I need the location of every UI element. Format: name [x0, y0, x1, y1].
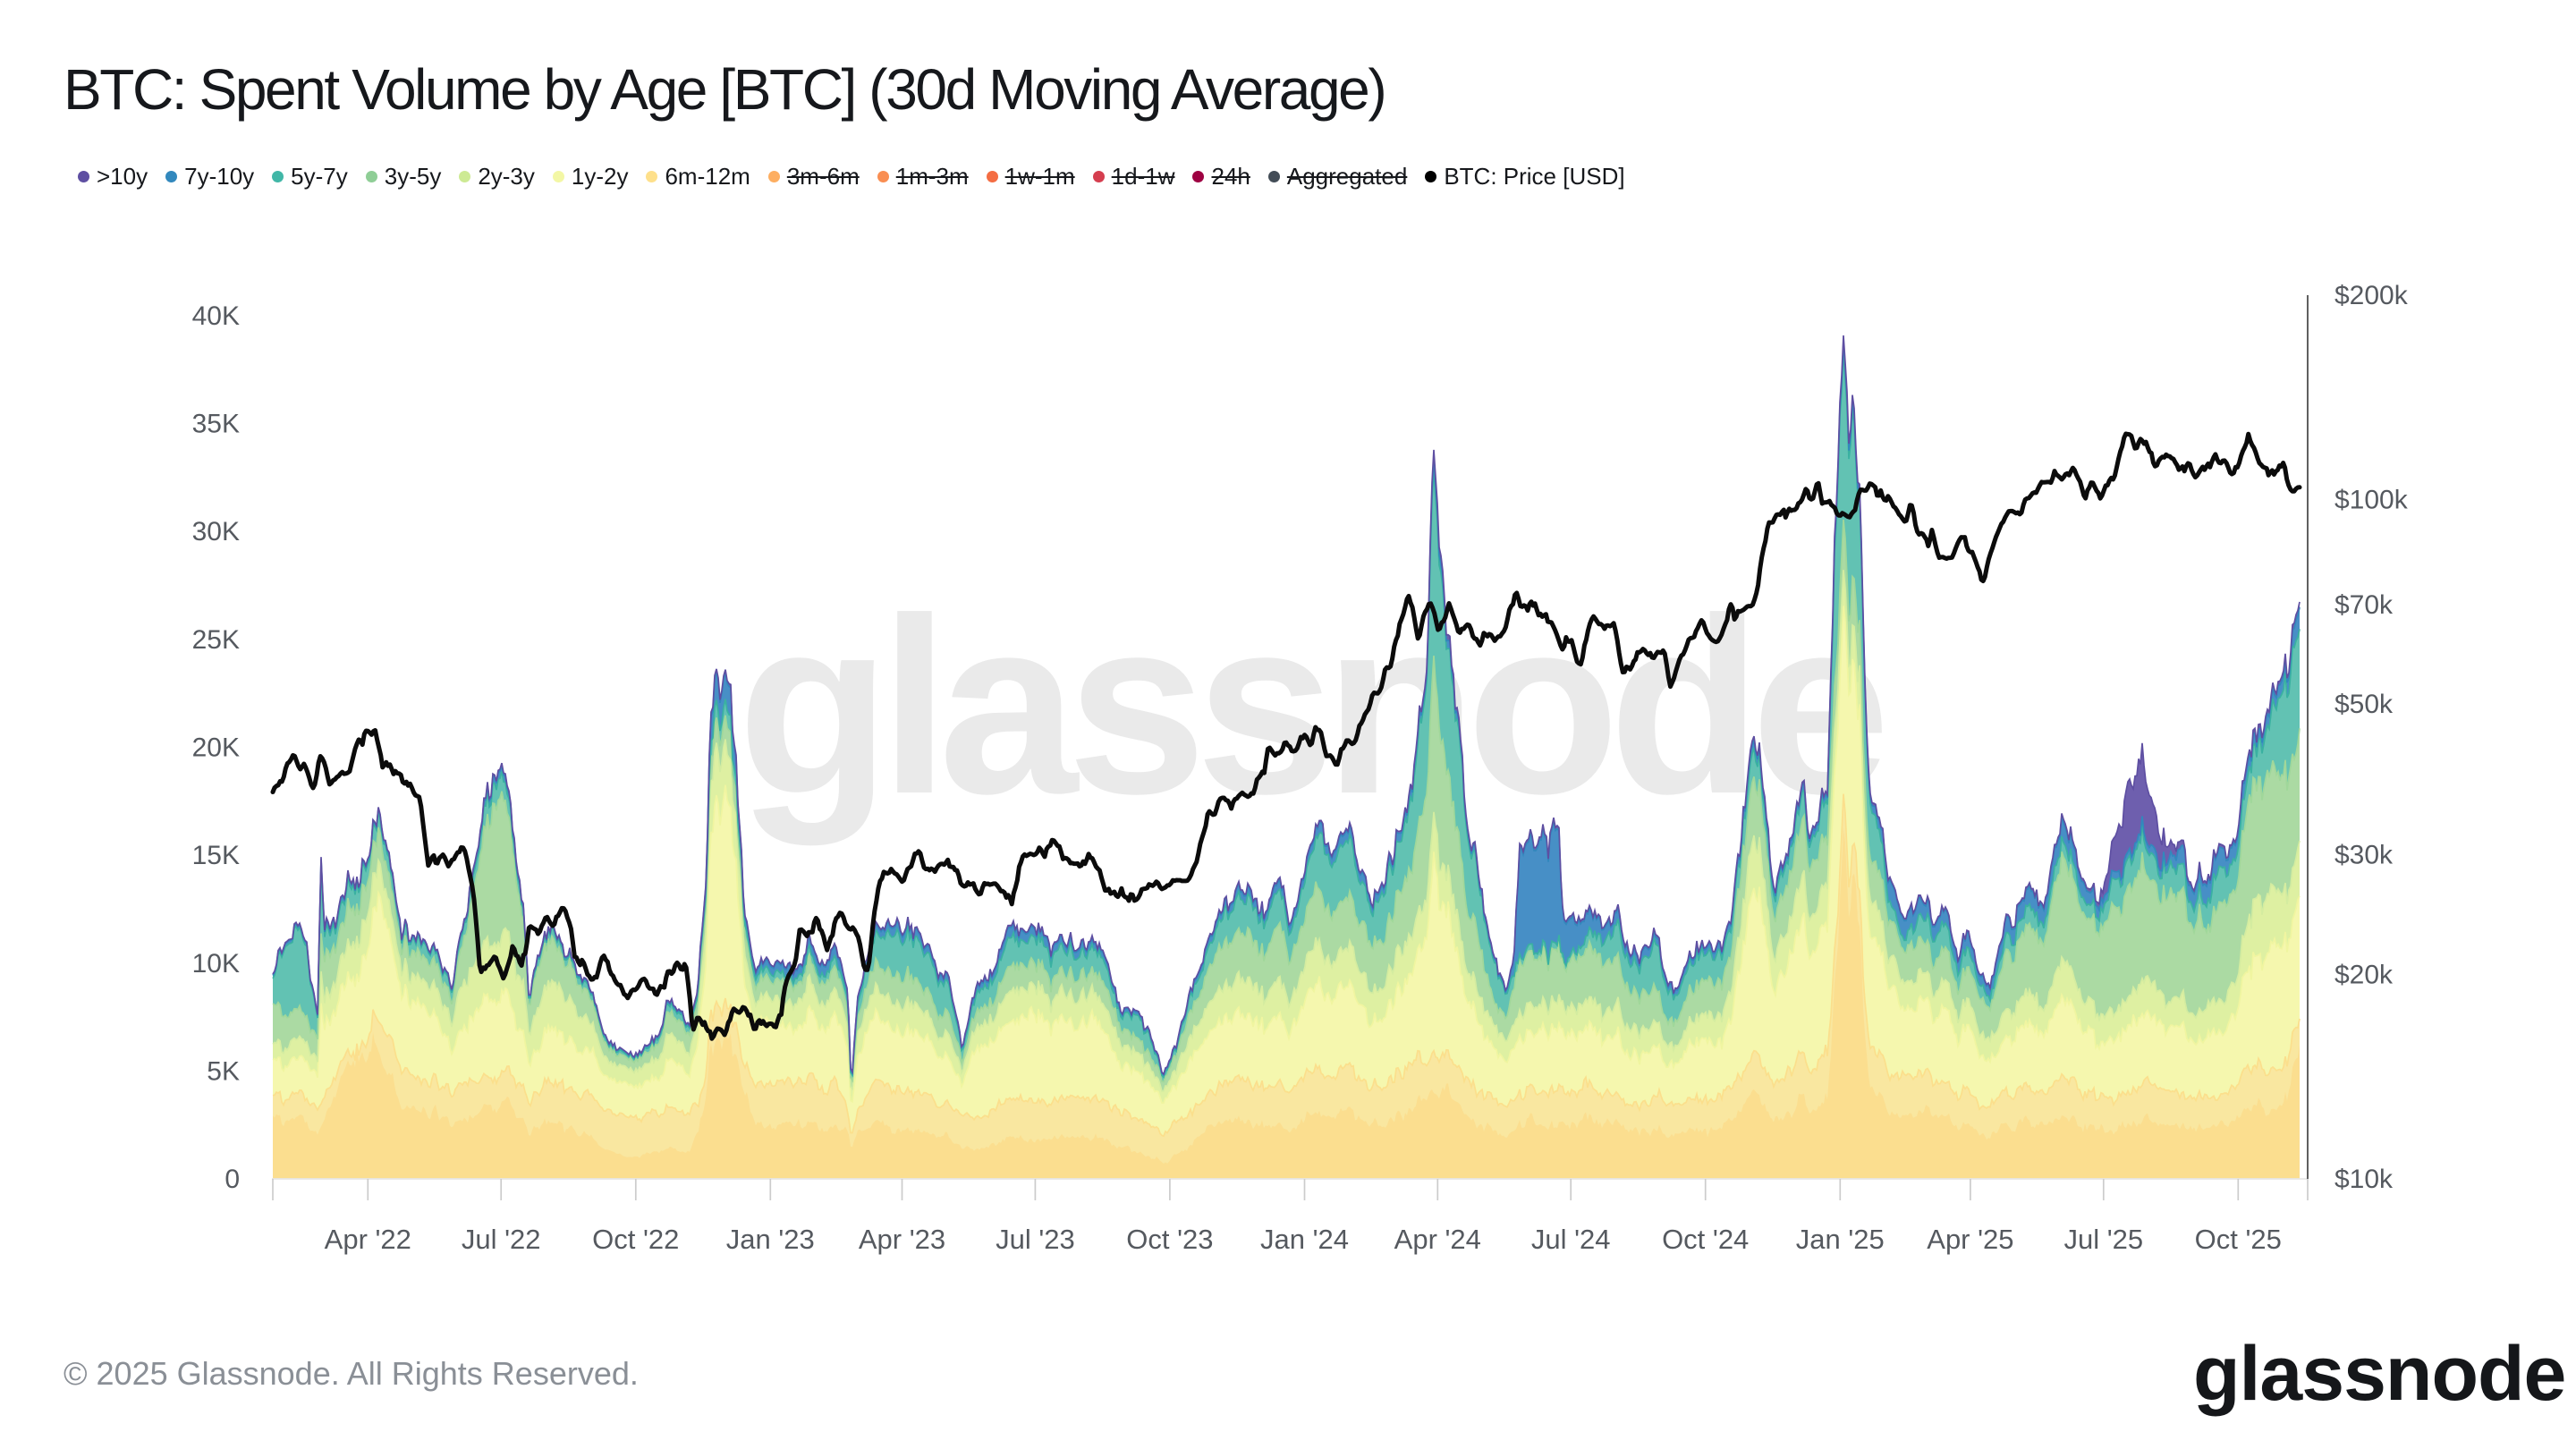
- svg-text:glassnode: glassnode: [738, 567, 1885, 847]
- svg-text:Apr '25: Apr '25: [1927, 1224, 2013, 1255]
- svg-text:40K: 40K: [192, 301, 240, 331]
- svg-text:Jul '25: Jul '25: [2063, 1224, 2143, 1255]
- svg-text:Apr '23: Apr '23: [859, 1224, 945, 1255]
- svg-text:15K: 15K: [192, 841, 240, 870]
- svg-text:0: 0: [225, 1165, 240, 1194]
- svg-text:$200k: $200k: [2334, 281, 2409, 310]
- svg-text:Apr '22: Apr '22: [325, 1224, 411, 1255]
- svg-text:$50k: $50k: [2334, 690, 2394, 719]
- svg-text:$30k: $30k: [2334, 841, 2394, 870]
- svg-text:10K: 10K: [192, 949, 240, 979]
- svg-text:$20k: $20k: [2334, 960, 2394, 989]
- svg-text:30K: 30K: [192, 517, 240, 547]
- svg-text:Jul '22: Jul '22: [462, 1224, 541, 1255]
- svg-text:Jul '24: Jul '24: [1531, 1224, 1611, 1255]
- svg-text:Oct '23: Oct '23: [1126, 1224, 1213, 1255]
- svg-text:Oct '22: Oct '22: [592, 1224, 679, 1255]
- svg-text:Jan '23: Jan '23: [726, 1224, 815, 1255]
- svg-text:Jan '25: Jan '25: [1796, 1224, 1885, 1255]
- svg-text:$10k: $10k: [2334, 1165, 2394, 1194]
- svg-text:25K: 25K: [192, 625, 240, 655]
- svg-text:Apr '24: Apr '24: [1394, 1224, 1481, 1255]
- svg-text:$70k: $70k: [2334, 590, 2394, 620]
- svg-text:$100k: $100k: [2334, 486, 2409, 515]
- svg-text:20K: 20K: [192, 733, 240, 763]
- svg-text:5K: 5K: [207, 1056, 240, 1086]
- svg-text:Oct '24: Oct '24: [1662, 1224, 1749, 1255]
- svg-text:Jul '23: Jul '23: [996, 1224, 1075, 1255]
- svg-text:Jan '24: Jan '24: [1260, 1224, 1349, 1255]
- svg-text:Oct '25: Oct '25: [2195, 1224, 2282, 1255]
- svg-text:35K: 35K: [192, 410, 240, 439]
